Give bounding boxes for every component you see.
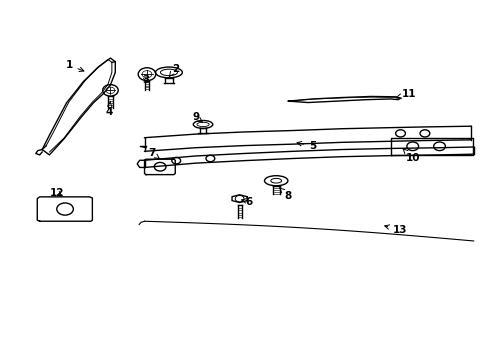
Text: 13: 13	[384, 225, 407, 235]
Text: 2: 2	[169, 64, 179, 77]
Text: 7: 7	[148, 148, 159, 158]
Text: 9: 9	[192, 112, 202, 122]
Text: 6: 6	[241, 197, 252, 207]
Text: 8: 8	[279, 188, 291, 201]
Text: 11: 11	[396, 89, 416, 99]
Text: 3: 3	[142, 75, 149, 85]
Text: 5: 5	[296, 141, 316, 151]
Text: 4: 4	[105, 101, 112, 117]
Text: 1: 1	[65, 60, 84, 72]
Text: 12: 12	[49, 188, 64, 198]
Text: 10: 10	[402, 149, 419, 163]
